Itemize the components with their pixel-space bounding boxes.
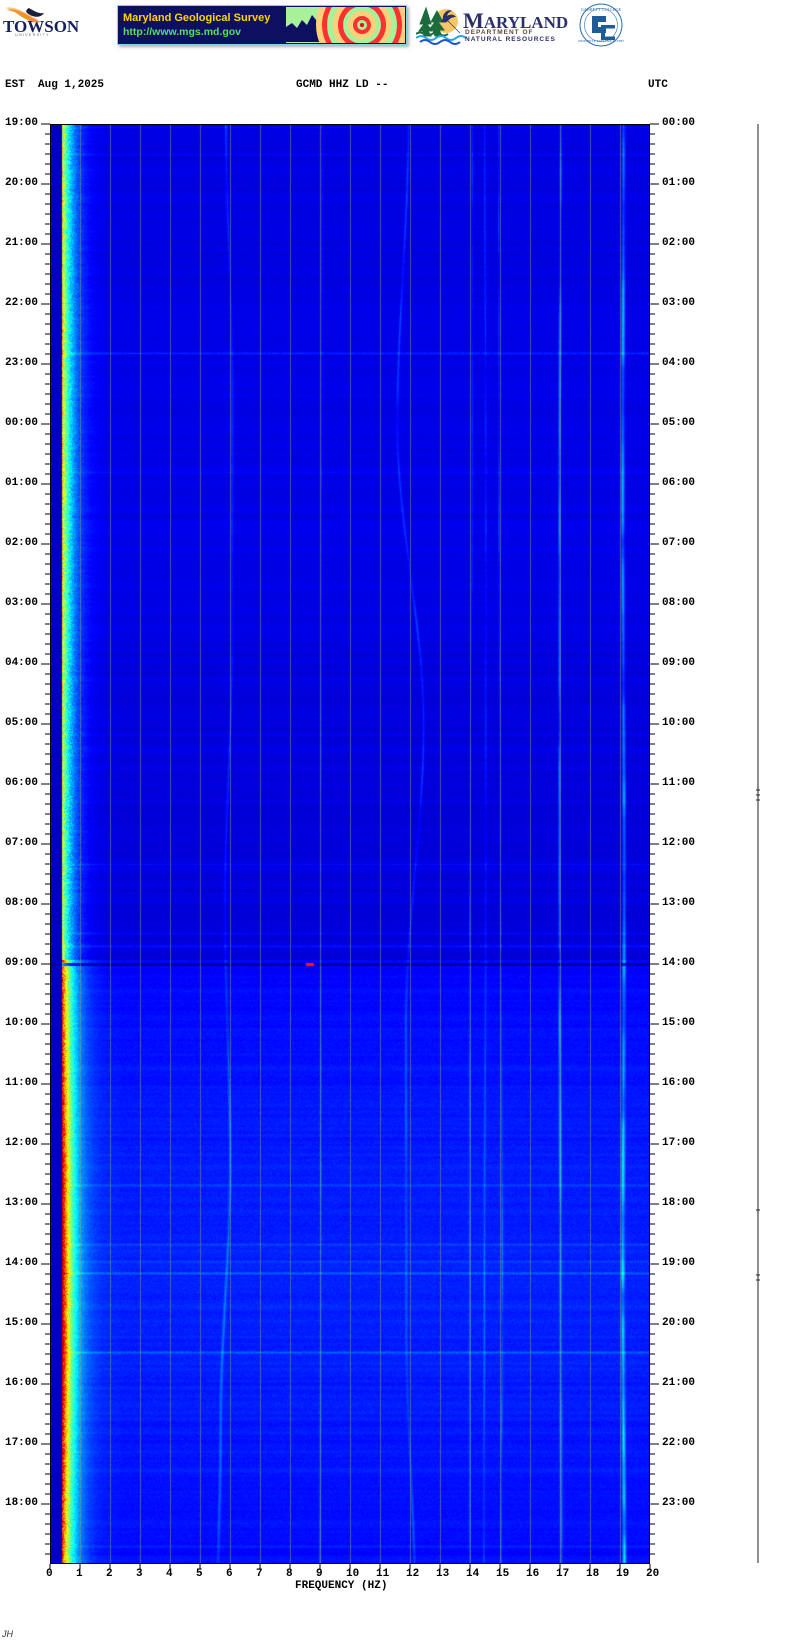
svg-text:DEPARTMENT OF: DEPARTMENT OF <box>465 29 534 36</box>
svg-text:Maryland Geological Survey: Maryland Geological Survey <box>123 12 271 24</box>
svg-text:http://www.mgs.md.gov: http://www.mgs.md.gov <box>123 26 241 38</box>
svg-text:GARRETT COLLEGE: GARRETT COLLEGE <box>581 7 622 12</box>
svg-text:COMMUNITY EXPLORE ACHIEVE: COMMUNITY EXPLORE ACHIEVE <box>578 39 624 43</box>
svg-text:UNIVERSITY: UNIVERSITY <box>15 33 50 37</box>
svg-text:NATURAL RESOURCES: NATURAL RESOURCES <box>465 36 556 43</box>
